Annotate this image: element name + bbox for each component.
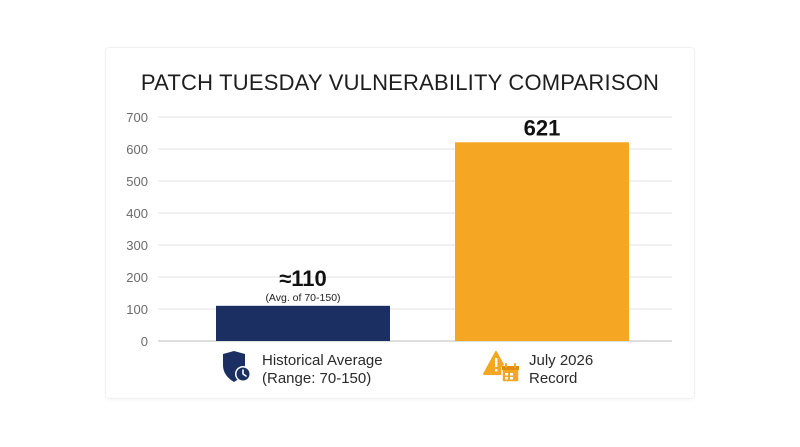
shield-clock-icon bbox=[220, 350, 254, 389]
y-tick-label: 100 bbox=[126, 302, 148, 317]
y-tick-label: 300 bbox=[126, 238, 148, 253]
bar-1 bbox=[455, 142, 629, 341]
y-tick-label: 0 bbox=[141, 334, 148, 349]
category-label-1: July 2026 Record bbox=[529, 351, 594, 387]
y-tick-label: 700 bbox=[126, 110, 148, 125]
y-tick-label: 600 bbox=[126, 142, 148, 157]
category-july: July 2026 Record bbox=[483, 350, 593, 389]
value-label-1: 621 bbox=[524, 115, 561, 140]
category-label-0: Historical Average (Range: 70-150) bbox=[262, 351, 383, 387]
y-tick-label: 500 bbox=[126, 174, 148, 189]
bar-0 bbox=[216, 305, 390, 341]
value-label-0: ≈110 bbox=[279, 266, 327, 291]
category-historical: Historical Average (Range: 70-150) bbox=[220, 350, 383, 389]
chart-title: PATCH TUESDAY VULNERABILITY COMPARISON bbox=[140, 70, 660, 95]
warning-calendar-icon bbox=[483, 350, 521, 389]
sub-label-0: (Avg. of 70-150) bbox=[265, 292, 340, 304]
y-tick-label: 200 bbox=[126, 270, 148, 285]
y-tick-label: 400 bbox=[126, 206, 148, 221]
